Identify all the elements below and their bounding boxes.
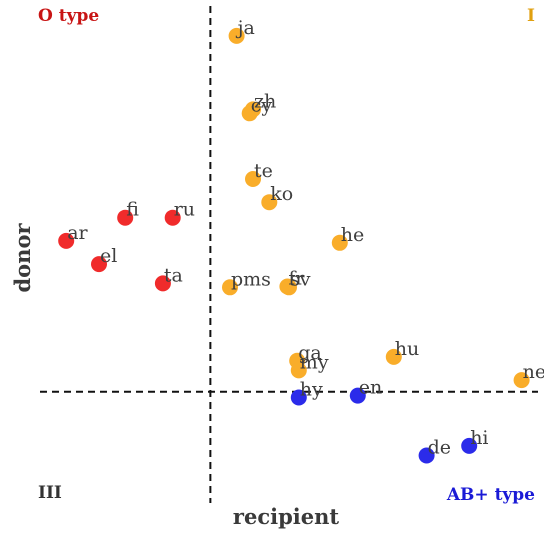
quadrant-label-bottom-right: AB+ type bbox=[446, 485, 535, 505]
point-label-ru: ru bbox=[174, 199, 195, 221]
point-label-cy: cy bbox=[251, 94, 273, 116]
point-label-ko: ko bbox=[270, 183, 293, 205]
point-label-ja: ja bbox=[236, 17, 255, 39]
point-label-fr: fr bbox=[288, 268, 305, 290]
quadrant-label-bottom-left: III bbox=[38, 483, 62, 503]
y-axis-label: donor bbox=[10, 223, 35, 293]
point-ja bbox=[228, 27, 245, 44]
point-label-el: el bbox=[100, 245, 117, 267]
point-fr bbox=[279, 278, 296, 295]
point-label-he: he bbox=[341, 224, 364, 246]
point-label-fi: fi bbox=[126, 199, 139, 221]
point-ar bbox=[58, 232, 75, 249]
point-el bbox=[91, 256, 107, 273]
point-hu bbox=[385, 348, 402, 365]
point-label-ar: ar bbox=[67, 222, 88, 244]
point-hy bbox=[290, 389, 307, 406]
point-he bbox=[331, 234, 348, 251]
point-label-ga: ga bbox=[298, 342, 322, 364]
point-label-de: de bbox=[428, 437, 451, 459]
point-cy bbox=[241, 105, 258, 122]
point-label-te: te bbox=[254, 160, 273, 182]
point-label-hi: hi bbox=[470, 427, 488, 449]
point-my bbox=[290, 362, 307, 379]
point-fi bbox=[117, 209, 134, 226]
point-de bbox=[418, 447, 435, 464]
point-label-pms: pms bbox=[231, 268, 271, 290]
point-ru bbox=[164, 209, 181, 226]
points-layer bbox=[58, 27, 530, 464]
quadrant-label-top-left: O type bbox=[38, 6, 99, 26]
point-ne bbox=[513, 372, 530, 389]
point-te bbox=[245, 171, 261, 187]
quadrant-label-top-right: I bbox=[527, 6, 535, 26]
point-ko bbox=[261, 194, 278, 211]
point-en bbox=[349, 387, 366, 404]
point-hi bbox=[461, 437, 478, 454]
point-label-zh: zh bbox=[254, 90, 276, 112]
point-label-ta: ta bbox=[164, 264, 183, 286]
point-label-hu: hu bbox=[395, 338, 419, 360]
point-pms bbox=[222, 279, 238, 296]
point-label-my: my bbox=[300, 351, 329, 373]
x-axis-label: recipient bbox=[233, 504, 339, 529]
point-label-hy: hy bbox=[300, 379, 323, 401]
point-label-sv: sv bbox=[290, 268, 311, 290]
point-label-en: en bbox=[359, 377, 382, 399]
point-label-ne: ne bbox=[523, 361, 544, 383]
point-ta bbox=[154, 275, 171, 292]
